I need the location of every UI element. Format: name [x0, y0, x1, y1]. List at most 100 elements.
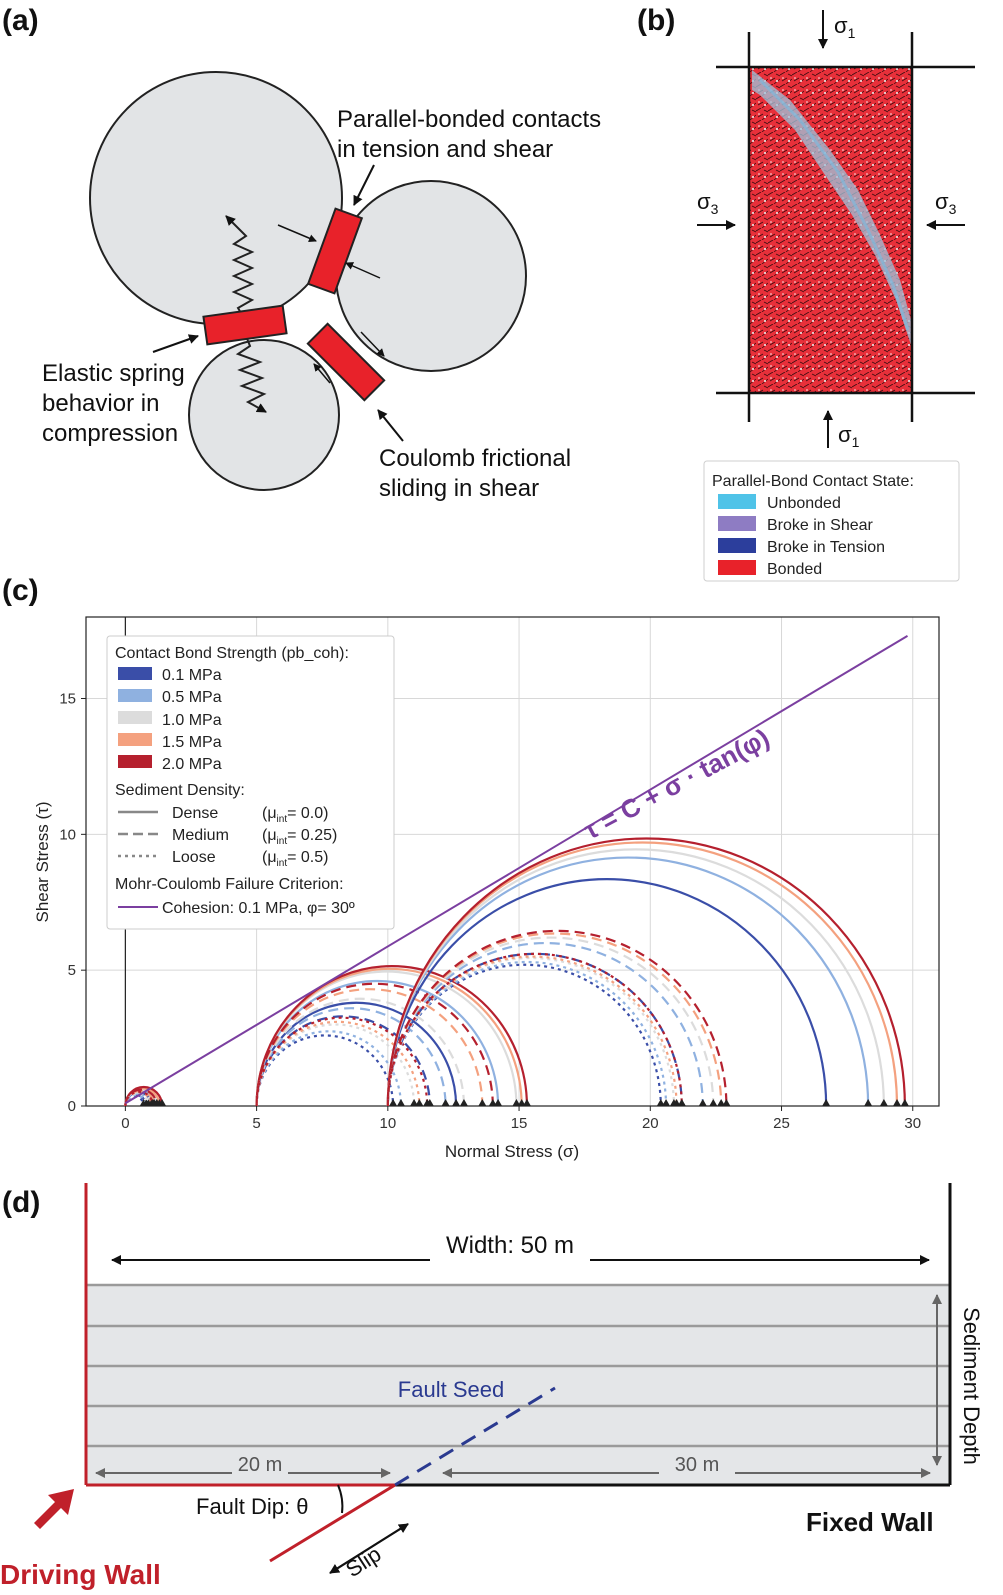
shear-band	[752, 70, 911, 345]
legend-label-dense: Dense	[172, 805, 218, 822]
legend-swatch-unbonded	[718, 494, 756, 509]
legend-swatch-1-0	[118, 711, 152, 724]
chart-ticks: 0 5 10 15 20 25 30 0 5 10 15	[59, 691, 921, 1133]
mohr-circle	[386, 930, 728, 1107]
fault-seed-label: Fault Seed	[398, 1377, 504, 1402]
x-tick-label: 5	[252, 1115, 260, 1132]
sigma1-marker	[441, 1099, 450, 1106]
bond-compression	[202, 304, 288, 346]
sigma1-marker	[494, 1099, 503, 1106]
legend-swatch-0-5	[118, 689, 152, 702]
bonded-specimen	[749, 67, 912, 393]
sigma1-marker	[698, 1099, 707, 1106]
sigma1-marker	[822, 1099, 831, 1106]
legend-label-1-0: 1.0 MPa	[162, 712, 222, 729]
coulomb-label-1: Coulomb frictional	[379, 445, 571, 472]
sigma1-marker	[709, 1099, 718, 1106]
fault-plane	[269, 1483, 396, 1563]
parallel-bond-label-2: in tension and shear	[337, 136, 553, 163]
particle-bottom	[188, 339, 340, 491]
legend-mu-dense: (μint= 0.0)	[262, 805, 328, 825]
sigma1-marker	[722, 1099, 731, 1106]
dist-right-label: 30 m	[675, 1454, 719, 1476]
mohr-circle	[124, 1095, 145, 1107]
shear-band-core	[758, 78, 910, 331]
legend-label-shear: Broke in Shear	[767, 517, 874, 534]
sigma3-left-label: σ3	[697, 189, 719, 217]
contact-state-legend: Parallel-Bond Contact State: Unbonded Br…	[703, 460, 960, 582]
shear-arrow-down	[360, 331, 385, 357]
particle-large	[89, 71, 343, 325]
spring-lower	[235, 335, 267, 413]
legend-mu-loose: (μint= 0.5)	[262, 849, 328, 869]
elastic-label-3: compression	[42, 420, 178, 447]
legend-swatch-tension	[718, 538, 756, 553]
mohr-circle	[386, 961, 668, 1107]
mohr-circle	[386, 941, 704, 1107]
y-axis-label: Shear Stress (τ)	[33, 801, 52, 922]
spring-upper	[225, 215, 255, 319]
fixed-wall-label: Fixed Wall	[806, 1507, 934, 1537]
sigma1-marker	[522, 1099, 531, 1106]
dist-right-label-bg	[659, 1453, 735, 1479]
sigma1-marker	[415, 1099, 424, 1106]
bond-tension	[306, 207, 364, 295]
sigma1-marker	[396, 1099, 405, 1106]
sigma1-marker	[488, 1099, 497, 1106]
fault-model	[34, 1183, 952, 1574]
legend-box	[703, 460, 960, 582]
sigma1-marker	[672, 1099, 681, 1106]
mohr-circles	[124, 837, 909, 1107]
mohr-circle	[255, 1016, 429, 1107]
dip-angle-arc	[337, 1484, 344, 1514]
legend-swatch-1-5	[118, 733, 152, 746]
sigma1-marker	[662, 1099, 671, 1106]
legend-label-medium: Medium	[172, 827, 229, 844]
legend-swatch-shear	[718, 516, 756, 531]
sediment-block	[86, 1285, 950, 1485]
mohr-circle	[255, 965, 529, 1107]
slip-label: Slip	[341, 1541, 385, 1582]
legend-label-tension: Broke in Tension	[767, 539, 885, 556]
width-label: Width: 50 m	[446, 1232, 574, 1259]
envelope-equation: τ = C + σ · tan(φ)	[579, 722, 774, 845]
mohr-circle	[386, 878, 828, 1107]
sigma1-marker	[148, 1099, 157, 1106]
sigma1-marker	[452, 1099, 461, 1106]
shear-arrow-up	[313, 363, 331, 384]
mohr-circle	[124, 1090, 155, 1107]
legend-title-density: Sediment Density:	[115, 782, 245, 799]
tension-arrow-left	[277, 224, 317, 242]
sigma1-marker	[893, 1099, 902, 1106]
legend-mu-medium: (μint= 0.25)	[262, 827, 337, 847]
sigma1-marker	[879, 1099, 888, 1106]
panel-label-a: (a)	[2, 4, 39, 37]
y-tick-label: 15	[59, 691, 76, 708]
dist-left-label: 20 m	[238, 1454, 282, 1476]
legend-label-loose: Loose	[172, 849, 216, 866]
legend-title: Parallel-Bond Contact State:	[712, 473, 914, 490]
y-tick-label: 5	[68, 962, 76, 979]
sediment-depth-label: Sediment Depth	[959, 1307, 984, 1465]
fault-seed-line	[394, 1386, 556, 1487]
sigma1-marker	[158, 1099, 167, 1106]
mohr-circle	[255, 997, 466, 1107]
y-tick-label: 0	[68, 1098, 76, 1115]
legend-title-strength: Contact Bond Strength (pb_coh):	[115, 645, 349, 662]
x-tick-label: 0	[121, 1115, 129, 1132]
coulomb-label-2: sliding in shear	[379, 475, 539, 502]
sigma1-top-label: σ1	[834, 13, 856, 41]
panel-label-d: (d)	[2, 1186, 40, 1219]
x-axis-label: Normal Stress (σ)	[445, 1142, 579, 1161]
elastic-label-2: behavior in	[42, 390, 159, 417]
sigma1-marker	[389, 1099, 398, 1106]
mohr-circle	[386, 952, 683, 1107]
legend-label-0-1: 0.1 MPa	[162, 667, 222, 684]
sigma1-marker	[423, 1099, 432, 1106]
fault-dip-label: Fault Dip: θ	[196, 1494, 309, 1519]
sigma1-marker	[717, 1099, 726, 1106]
tension-arrow-right	[345, 262, 381, 279]
mohr-circle	[124, 1088, 158, 1107]
legend-label-bonded: Bonded	[767, 561, 822, 578]
elastic-pointer	[152, 334, 199, 353]
